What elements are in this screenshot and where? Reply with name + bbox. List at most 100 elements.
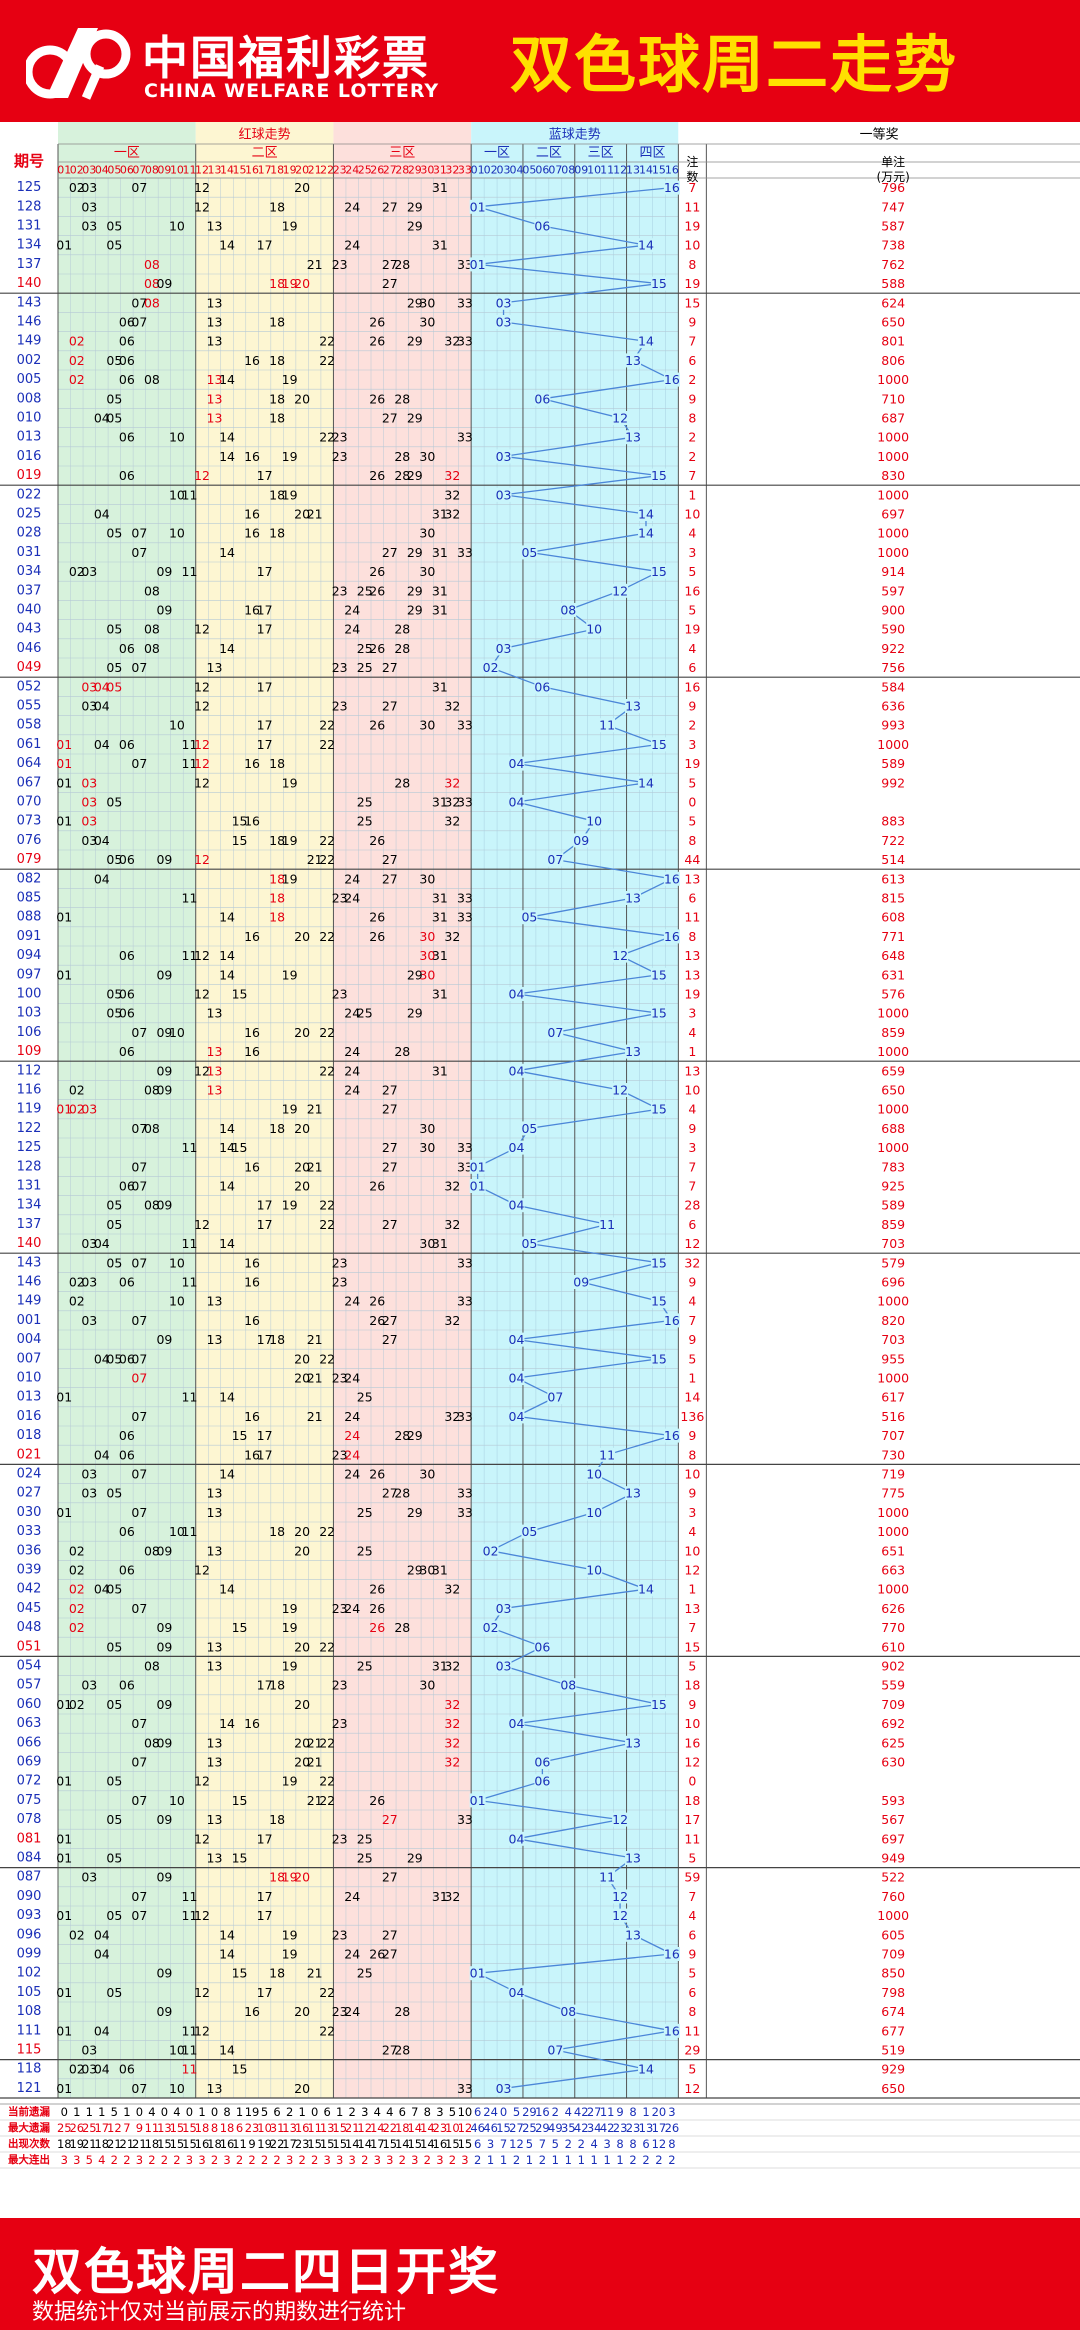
prize-count-cell: 8 xyxy=(688,2004,696,2019)
red-ball-number: 11 xyxy=(182,1908,198,1923)
red-ball-number: 12 xyxy=(194,737,210,752)
blue-ball-bg xyxy=(495,2081,512,2096)
blue-ball-bg xyxy=(637,334,654,349)
stats-label: 当前遗漏 xyxy=(8,2105,50,2118)
blue-ball-bg xyxy=(508,1831,525,1846)
red-ball-number: 25 xyxy=(357,1505,373,1520)
blue-ball-bg xyxy=(663,871,680,886)
blue-ball-number: 04 xyxy=(509,756,525,771)
stats-blue-value: 2 xyxy=(513,2153,520,2167)
red-ball-number: 05 xyxy=(106,1697,122,1712)
stats-red-value: 3 xyxy=(73,2153,80,2167)
red-ball-number: 25 xyxy=(357,1543,373,1558)
red-ball-number: 13 xyxy=(207,1294,223,1309)
blue-ball-number: 02 xyxy=(483,1620,499,1635)
blue-ball-bg xyxy=(625,1735,642,1750)
blue-ball-bg xyxy=(599,1447,616,1462)
red-ball-number: 26 xyxy=(369,1601,385,1616)
red-ball-number: 26 xyxy=(369,334,385,349)
prize-count-cell: 13 xyxy=(684,1601,700,1616)
red-ball-number: 21 xyxy=(307,1409,323,1424)
red-ball-number: 20 xyxy=(294,1870,310,1885)
stats-red-value: 2 xyxy=(449,2153,456,2167)
prize-count-cell: 7 xyxy=(688,468,696,483)
prize-count-cell: 6 xyxy=(688,353,696,368)
blue-ball-number: 11 xyxy=(599,718,615,733)
prize-count-cell: 59 xyxy=(684,1870,700,1885)
stats-red-value: 3 xyxy=(461,2153,468,2167)
prize-amount-cell: 613 xyxy=(881,871,905,886)
stats-red-value: 19 xyxy=(257,2137,272,2151)
red-ball-number: 26 xyxy=(369,910,385,925)
red-ball-number: 06 xyxy=(119,2062,135,2077)
red-ball-number: 07 xyxy=(131,2081,147,2096)
blue-ball-number: 16 xyxy=(664,372,680,387)
prize-amount-cell: 559 xyxy=(881,1678,905,1693)
blue-ball-bg xyxy=(482,1543,499,1558)
blue-zone-label: 三区 xyxy=(588,146,614,161)
blue-ball-bg xyxy=(534,1755,551,1769)
stats-blue-value: 2 xyxy=(668,2153,675,2167)
red-ball-number: 06 xyxy=(119,1447,135,1462)
red-ball-number: 03 xyxy=(81,1236,97,1251)
red-number-header: 29 xyxy=(408,164,422,177)
stats-blue-value: 49 xyxy=(548,2121,563,2135)
red-ball-number: 26 xyxy=(369,468,385,483)
red-ball-number: 07 xyxy=(131,1601,147,1616)
red-ball-number: 11 xyxy=(182,2023,198,2038)
prize-amount-cell: 696 xyxy=(881,1275,905,1290)
blue-ball-bg xyxy=(469,1793,486,1808)
red-ball-number: 08 xyxy=(144,641,160,656)
red-trend-header: 红球走势 xyxy=(239,127,291,143)
red-ball-number: 10 xyxy=(169,219,185,234)
logo-chinese-text: 中国福利彩票 xyxy=(142,31,430,85)
stats-blue-value: 6 xyxy=(474,2105,481,2119)
prize-amount-cell: 1000 xyxy=(877,1505,909,1520)
red-ball-number: 22 xyxy=(319,737,335,752)
period-cell: 149 xyxy=(17,334,42,349)
red-ball-number: 05 xyxy=(106,660,122,675)
blue-ball-bg xyxy=(650,737,667,752)
prize-count-cell: 32 xyxy=(684,1255,700,1270)
red-ball-number: 06 xyxy=(119,641,135,656)
period-cell: 004 xyxy=(17,1332,42,1347)
red-ball-number: 20 xyxy=(294,2081,310,2096)
red-ball-number: 14 xyxy=(219,1716,235,1731)
red-ball-number: 14 xyxy=(219,967,235,982)
blue-ball-number: 14 xyxy=(638,238,654,253)
stats-red-value: 15 xyxy=(182,2121,197,2135)
blue-ball-number: 14 xyxy=(638,334,654,349)
blue-ball-bg xyxy=(508,1409,525,1424)
red-ball-number: 04 xyxy=(94,679,110,694)
stats-red-value: 1 xyxy=(236,2105,243,2119)
prize-count-cell: 3 xyxy=(688,1140,696,1155)
blue-ball-number: 15 xyxy=(651,276,667,291)
red-ball-number: 12 xyxy=(194,199,210,214)
blue-trend-line xyxy=(475,186,675,2090)
stats-blue-value: 8 xyxy=(629,2137,636,2151)
stats-red-value: 15 xyxy=(332,2121,347,2135)
blue-ball-bg xyxy=(625,1927,642,1942)
red-ball-number: 23 xyxy=(332,699,348,714)
blue-ball-number: 08 xyxy=(560,1678,576,1693)
red-ball-number: 32 xyxy=(444,1409,460,1424)
red-ball-number: 13 xyxy=(207,1851,223,1866)
red-number-header: 33 xyxy=(458,164,472,177)
red-ball-number: 27 xyxy=(382,852,398,867)
blue-ball-bg xyxy=(586,814,603,829)
period-cell: 052 xyxy=(17,679,42,694)
red-ball-number: 16 xyxy=(244,353,260,368)
red-number-header: 18 xyxy=(270,164,284,177)
red-ball-number: 19 xyxy=(282,276,298,291)
red-ball-number: 32 xyxy=(444,1217,460,1232)
blue-number-header: 14 xyxy=(639,164,653,177)
blue-ball-bg xyxy=(521,1524,538,1539)
prize-amount-cell: 576 xyxy=(881,987,905,1002)
period-cell: 039 xyxy=(17,1563,42,1578)
red-ball-number: 05 xyxy=(106,852,122,867)
period-cell: 131 xyxy=(17,1179,42,1194)
stats-red-value: 18 xyxy=(395,2121,410,2135)
red-ball-number: 13 xyxy=(207,1006,223,1021)
blue-ball-bg xyxy=(586,1563,603,1577)
red-ball-number: 05 xyxy=(106,1006,122,1021)
